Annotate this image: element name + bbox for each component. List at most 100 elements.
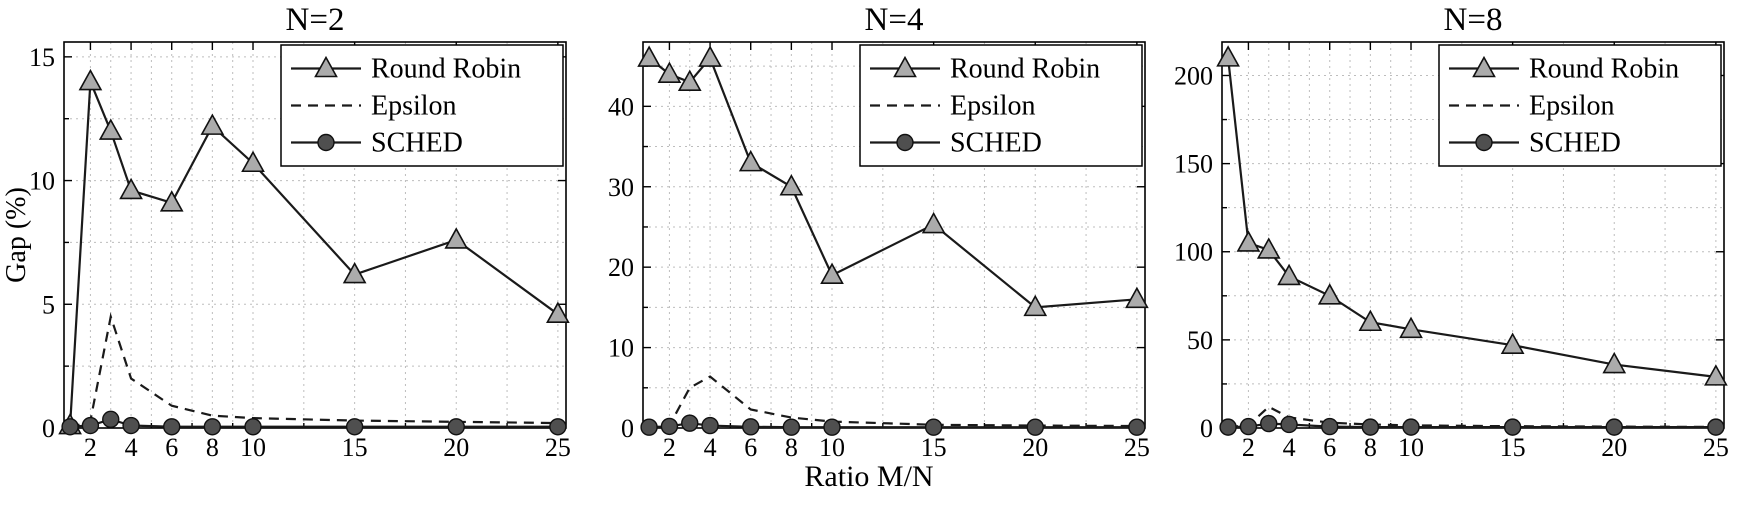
triangle-marker-icon bbox=[342, 261, 367, 284]
x-tick-label: 4 bbox=[1283, 433, 1296, 462]
gridlines bbox=[1222, 42, 1724, 429]
triangle-marker-icon bbox=[159, 190, 184, 212]
legend-label-epsilon: Epsilon bbox=[1529, 91, 1615, 122]
x-tick-label: 4 bbox=[125, 433, 138, 462]
triangle-marker-icon bbox=[1023, 294, 1048, 317]
chart-n4: 2 4 6 8 10 15 20 25 0 10 20 30 40 N=4 Round Robin Epsil… bbox=[608, 2, 1150, 462]
y-tick-label: 20 bbox=[608, 253, 634, 282]
series-line-epsilon bbox=[648, 375, 1137, 430]
x-tick-label: 20 bbox=[1601, 433, 1627, 462]
legend-label-epsilon: Epsilon bbox=[371, 91, 457, 122]
triangle-marker-icon bbox=[657, 61, 682, 83]
y-tick-label: 40 bbox=[608, 92, 634, 121]
x-tick-label: 6 bbox=[744, 433, 757, 462]
legend-label-sched: SCHED bbox=[950, 128, 1042, 159]
x-tick-label: 6 bbox=[165, 433, 178, 462]
legend-label-round-robin: Round Robin bbox=[1529, 54, 1679, 85]
circle-marker-icon bbox=[1475, 133, 1493, 152]
x-tick-label: 2 bbox=[84, 433, 97, 462]
x-tick-label: 10 bbox=[240, 433, 266, 462]
x-tick-label: 2 bbox=[663, 433, 676, 462]
circle-marker-icon bbox=[1503, 418, 1522, 436]
x-axis-label: Ratio M/N bbox=[804, 460, 934, 493]
triangle-marker-icon bbox=[1277, 263, 1301, 286]
circle-marker-icon bbox=[1128, 418, 1146, 436]
circle-marker-icon bbox=[782, 418, 801, 436]
legend-label-round-robin: Round Robin bbox=[371, 54, 521, 85]
triangle-marker-icon bbox=[637, 45, 661, 67]
circle-marker-icon bbox=[549, 418, 567, 436]
circle-marker-icon bbox=[640, 418, 658, 436]
triangle-marker-icon bbox=[779, 174, 804, 196]
series-markers-sched bbox=[1219, 414, 1725, 436]
chart-panel-n2: Gap (%) 2 4 6 8 10 15 20 25 0 5 10 15 N=2 Round Robin… bbox=[0, 2, 579, 464]
chart-panel-n8: 2 4 6 8 10 15 20 25 0 50 100 150 200 N=8 Round Robin Ep… bbox=[1158, 2, 1737, 464]
circle-marker-icon bbox=[660, 417, 679, 436]
charts-row: Gap (%) 2 4 6 8 10 15 20 25 0 5 10 15 N=2 Round Robin… bbox=[0, 2, 1738, 464]
circle-marker-icon bbox=[244, 418, 262, 436]
y-axis-label: Gap (%) bbox=[1, 187, 32, 283]
y-tick-label: 150 bbox=[1174, 150, 1213, 179]
y-tick-label: 100 bbox=[1174, 238, 1213, 267]
series-markers-sched bbox=[640, 414, 1146, 436]
series-line-sched bbox=[70, 418, 558, 428]
triangle-marker-icon bbox=[820, 262, 844, 285]
series-line-round-robin bbox=[648, 55, 1137, 309]
chart-n2: 2 4 6 8 10 15 20 25 0 5 10 15 N=2 Round Robin Epsilon S… bbox=[29, 2, 571, 462]
triangle-marker-icon bbox=[78, 68, 103, 91]
triangle-marker-icon bbox=[738, 149, 763, 172]
x-tick-label: 10 bbox=[819, 433, 845, 462]
y-tick-label: 10 bbox=[608, 334, 634, 363]
legend-label-epsilon: Epsilon bbox=[950, 91, 1036, 122]
circle-marker-icon bbox=[1239, 417, 1258, 436]
series-markers-round-robin bbox=[637, 45, 1149, 317]
circle-marker-icon bbox=[1260, 414, 1278, 433]
chart-title: N=8 bbox=[1444, 2, 1503, 38]
circle-marker-icon bbox=[447, 418, 465, 436]
circle-marker-icon bbox=[203, 418, 222, 436]
y-tick-label: 0 bbox=[621, 414, 634, 443]
y-tick-label: 0 bbox=[42, 414, 55, 443]
series-markers-round-robin bbox=[1216, 45, 1728, 386]
x-tick-label: 8 bbox=[1364, 433, 1377, 462]
series-line-epsilon bbox=[69, 312, 558, 430]
triangle-marker-icon bbox=[241, 150, 265, 173]
circle-marker-icon bbox=[924, 418, 943, 436]
legend: Round Robin Epsilon SCHED bbox=[280, 44, 564, 167]
triangle-marker-icon bbox=[546, 301, 570, 323]
x-tick-label: 15 bbox=[921, 433, 947, 462]
triangle-marker-icon bbox=[1472, 55, 1496, 78]
triangle-marker-icon bbox=[1602, 351, 1627, 374]
legend-label-round-robin: Round Robin bbox=[950, 54, 1100, 85]
triangle-marker-icon bbox=[119, 177, 143, 200]
triangle-marker-icon bbox=[1704, 364, 1728, 386]
y-tick-label: 10 bbox=[29, 167, 55, 196]
triangle-marker-icon bbox=[677, 69, 702, 92]
gridlines bbox=[643, 42, 1145, 429]
series-markers-round-robin bbox=[58, 68, 570, 435]
y-tick-label: 30 bbox=[608, 173, 634, 202]
triangle-marker-icon bbox=[1500, 332, 1525, 354]
circle-marker-icon bbox=[163, 418, 181, 436]
chart-title: N=4 bbox=[865, 2, 924, 38]
x-tick-label: 25 bbox=[1703, 433, 1729, 462]
triangle-marker-icon bbox=[1399, 316, 1423, 339]
circle-marker-icon bbox=[823, 418, 841, 436]
x-tick-label: 4 bbox=[704, 433, 717, 462]
triangle-marker-icon bbox=[1216, 45, 1240, 67]
circle-marker-icon bbox=[1605, 418, 1623, 436]
x-tick-label: 20 bbox=[443, 433, 469, 462]
y-tick-label: 200 bbox=[1174, 61, 1213, 90]
triangle-marker-icon bbox=[200, 113, 225, 135]
circle-marker-icon bbox=[1280, 415, 1298, 434]
series-line-round-robin bbox=[1227, 57, 1717, 378]
triangle-marker-icon bbox=[1125, 286, 1149, 309]
x-tick-label: 20 bbox=[1022, 433, 1048, 462]
y-tick-label: 15 bbox=[29, 43, 55, 72]
circle-marker-icon bbox=[122, 416, 140, 435]
series-line-sched bbox=[649, 422, 1137, 429]
triangle-marker-icon bbox=[314, 55, 338, 78]
legend: Round Robin Epsilon SCHED bbox=[1438, 44, 1722, 167]
circle-marker-icon bbox=[61, 418, 79, 436]
circle-marker-icon bbox=[1321, 417, 1339, 436]
